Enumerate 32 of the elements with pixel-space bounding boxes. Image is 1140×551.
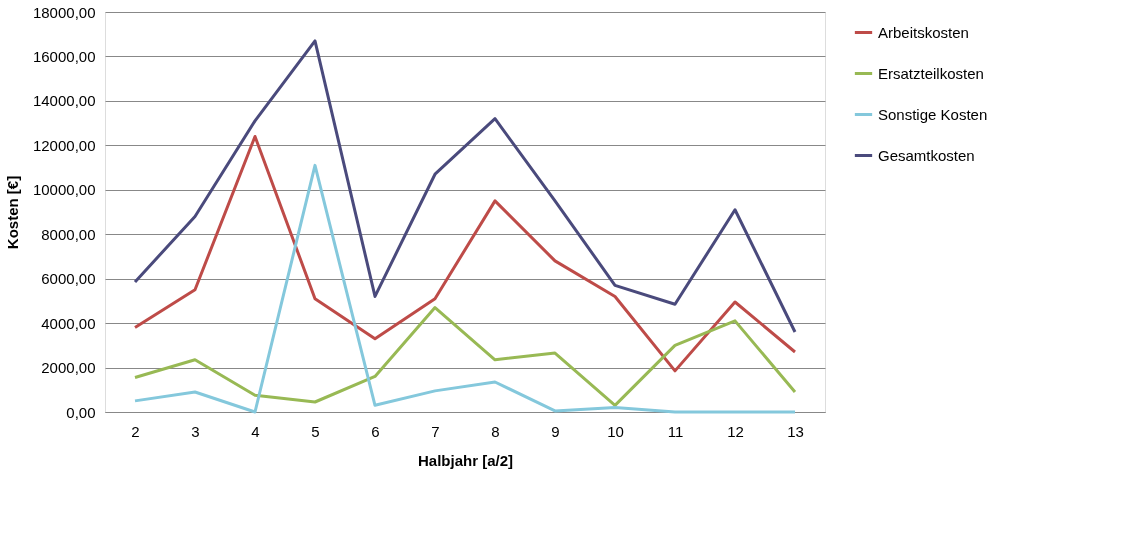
legend-label: Sonstige Kosten (878, 105, 988, 123)
y-tick-label: 18000,00 (32, 3, 96, 21)
legend-label: Arbeitskosten (878, 23, 969, 41)
legend-label: Gesamtkosten (878, 146, 975, 164)
x-tick-label: 11 (667, 422, 684, 440)
x-axis-title: Halbjahr [a/2] (417, 451, 514, 469)
x-tick-label: 7 (431, 422, 440, 440)
x-tick-label: 6 (371, 422, 380, 440)
x-tick-label: 8 (491, 422, 500, 440)
line-series (133, 134, 797, 373)
y-axis-title: Kosten [€] (3, 175, 21, 250)
legend-label: Ersatzteilkosten (878, 64, 984, 82)
line-series (133, 163, 797, 414)
y-tick-label: 14000,00 (32, 92, 96, 110)
x-tick-label: 2 (131, 422, 140, 440)
y-tick-label: 4000,00 (41, 314, 96, 332)
line-series (133, 39, 797, 334)
y-tick-label: 16000,00 (32, 47, 96, 65)
x-tick-label: 3 (191, 422, 200, 440)
y-tick-label: 2000,00 (41, 359, 96, 377)
x-tick-label: 12 (727, 422, 744, 440)
x-tick-label: 13 (787, 422, 804, 440)
y-tick-label: 12000,00 (32, 136, 96, 154)
line-series (133, 306, 797, 407)
y-tick-label: 0,00 (66, 403, 96, 421)
x-tick-label: 9 (551, 422, 560, 440)
x-tick-label: 4 (251, 422, 260, 440)
y-tick-label: 10000,00 (32, 181, 96, 199)
y-tick-label: 8000,00 (41, 225, 96, 243)
x-tick-label: 10 (607, 422, 624, 440)
x-tick-label: 5 (311, 422, 320, 440)
y-tick-label: 6000,00 (41, 270, 96, 288)
